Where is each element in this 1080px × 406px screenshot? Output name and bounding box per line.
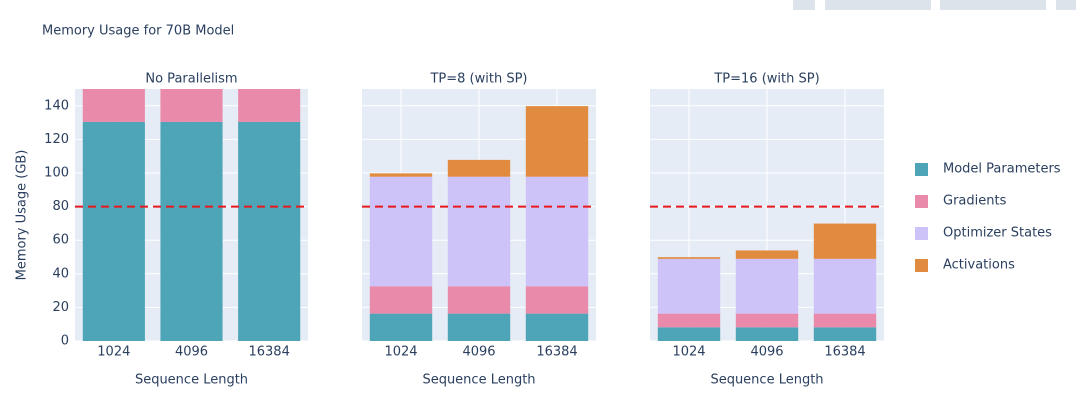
bar-segment [369,176,433,287]
toolbar [793,0,1076,10]
chart-title: Memory Usage for 70B Model [42,24,234,39]
bar-segment [238,121,301,341]
legend-label: Model Parameters [943,162,1061,177]
bar-segment [82,121,145,341]
legend-swatch [915,195,928,208]
bar-segment [735,327,799,341]
toolbar-button[interactable] [940,0,1046,10]
bar-segment [657,257,721,259]
x-tick-label: 1024 [97,345,130,360]
bar-segment [447,286,511,314]
legend-swatch [915,259,928,272]
bar-segment [525,106,589,177]
subplot-title: No Parallelism [145,72,237,87]
x-tick-label: 4096 [750,345,783,360]
legend-label: Optimizer States [943,226,1052,241]
legend-label: Activations [943,258,1015,273]
y-tick-label: 140 [44,98,69,113]
subplot-title: TP=16 (with SP) [713,72,819,87]
legend-label: Gradients [943,194,1007,209]
bar-segment [447,159,511,177]
bar-segment [813,223,877,259]
y-tick-label: 60 [52,233,69,248]
bar-segment [657,327,721,341]
bar-segment [160,89,223,122]
y-axis-label: Memory Usage (GB) [15,150,30,281]
x-tick-label: 16384 [536,345,577,360]
legend-swatch [915,163,928,176]
bar-segment [813,258,877,314]
bar-segment [369,173,433,177]
bars [657,223,877,341]
bar-segment [735,258,799,314]
y-tick-label: 0 [61,334,69,349]
x-tick-label: 4096 [175,345,208,360]
bar-segment [525,286,589,314]
x-tick-label: 16384 [824,345,865,360]
x-tick-label: 1024 [672,345,705,360]
bar-segment [369,313,433,341]
bar-segment [160,121,223,341]
toolbar-button[interactable] [825,0,931,10]
bar-segment [657,313,721,328]
bar-segment [813,327,877,341]
x-axis-label: Sequence Length [135,373,248,388]
bar-segment [369,286,433,314]
y-tick-label: 80 [52,199,69,214]
x-axis-label: Sequence Length [422,373,535,388]
bar-segment [735,313,799,328]
y-tick-label: 20 [52,300,69,315]
toolbar-button[interactable] [1056,0,1076,10]
x-tick-label: 16384 [248,345,289,360]
bar-segment [447,313,511,341]
bar-segment [657,258,721,314]
toolbar-button[interactable] [793,0,815,10]
bar-segment [447,176,511,287]
x-tick-label: 1024 [384,345,417,360]
legend-swatch [915,227,928,240]
bars [369,106,589,341]
bar-segment [525,176,589,287]
bar-segment [813,313,877,328]
y-tick-label: 120 [44,132,69,147]
bar-segment [735,250,799,259]
y-tick-label: 100 [44,166,69,181]
x-tick-label: 4096 [462,345,495,360]
bar-segment [82,89,145,122]
x-axis-label: Sequence Length [710,373,823,388]
bars [82,89,301,341]
subplot-title: TP=8 (with SP) [429,72,527,87]
bar-segment [525,313,589,341]
bar-segment [238,89,301,122]
y-tick-label: 40 [52,266,69,281]
